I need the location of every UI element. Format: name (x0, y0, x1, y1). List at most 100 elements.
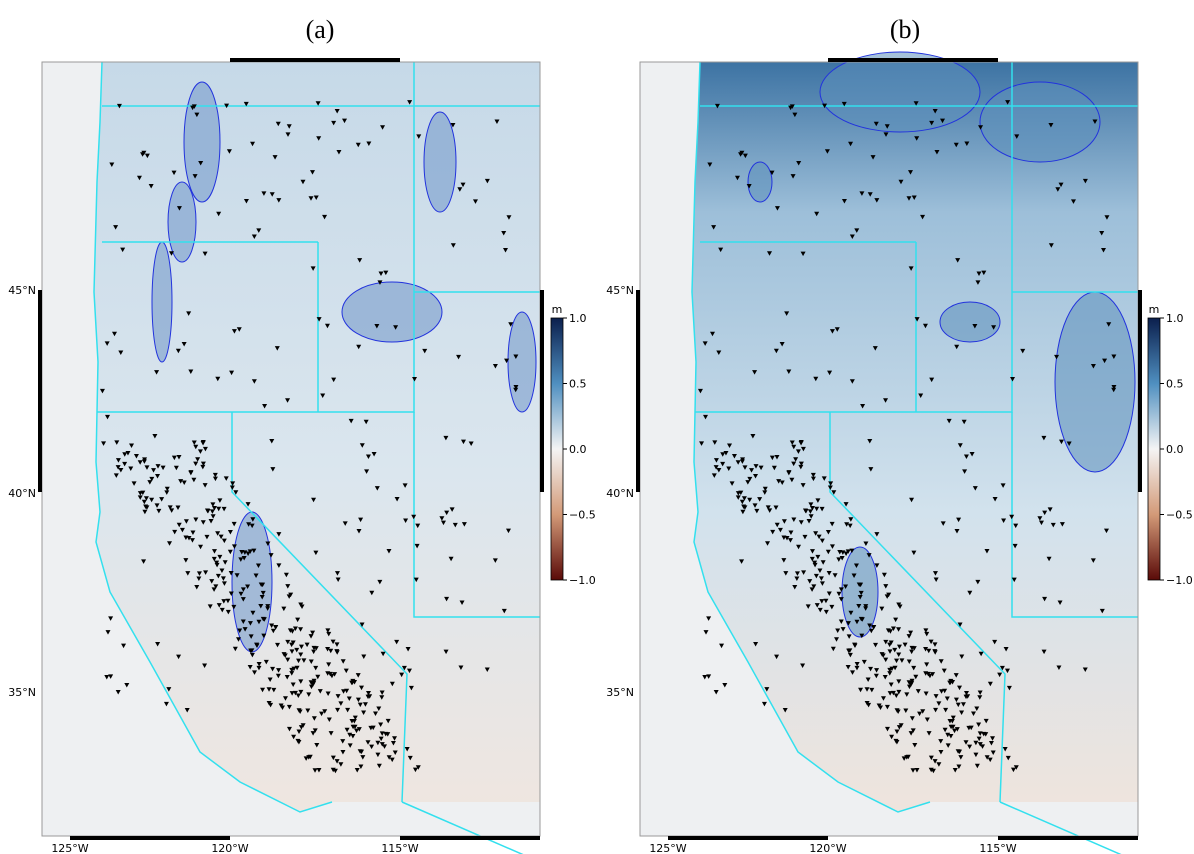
station (281, 606, 287, 612)
station (225, 609, 231, 615)
station (892, 647, 898, 653)
station (392, 736, 398, 741)
station (718, 247, 724, 253)
station (450, 243, 456, 248)
station (258, 603, 264, 609)
station (412, 376, 418, 382)
station (377, 280, 383, 285)
land (692, 62, 1138, 812)
anomaly-region (979, 81, 1101, 163)
station (749, 468, 755, 473)
lat-label: 35°N (8, 686, 36, 699)
station (1054, 354, 1060, 360)
station (312, 768, 318, 773)
station (390, 740, 396, 746)
station (181, 480, 187, 486)
station (218, 534, 224, 540)
station (363, 419, 369, 425)
station (792, 112, 798, 118)
station (171, 170, 177, 176)
station (1014, 134, 1020, 139)
station (1002, 747, 1008, 752)
station (256, 661, 262, 667)
station (104, 341, 110, 346)
colorbar-tick-label: 0.5 (1166, 378, 1184, 391)
station (118, 467, 124, 473)
station (849, 234, 855, 239)
station (316, 136, 322, 141)
anomaly-region (423, 111, 457, 213)
station (984, 755, 990, 760)
anomaly-region (507, 311, 537, 413)
anomaly-region (231, 511, 273, 653)
station (789, 440, 795, 446)
station (953, 673, 959, 678)
station (739, 559, 745, 564)
station (109, 162, 115, 168)
station (877, 705, 883, 711)
station (848, 517, 854, 522)
station (894, 729, 900, 735)
station (798, 464, 804, 470)
station (809, 556, 815, 562)
station (124, 682, 130, 688)
station (874, 563, 880, 568)
station (774, 522, 780, 528)
station (240, 587, 246, 592)
station (336, 150, 342, 155)
station (211, 556, 217, 562)
station (285, 584, 291, 589)
station (814, 603, 820, 608)
station (202, 663, 208, 669)
station (940, 118, 946, 124)
station (269, 438, 275, 444)
station (883, 398, 889, 403)
station (200, 464, 206, 470)
station (325, 691, 331, 696)
station (887, 691, 893, 696)
frame-seg (70, 836, 230, 840)
station (237, 628, 243, 633)
station (362, 702, 368, 707)
station (845, 549, 851, 554)
station (342, 521, 348, 526)
station (820, 560, 826, 565)
station (115, 458, 121, 463)
station (779, 342, 785, 347)
station (943, 707, 949, 713)
station (854, 228, 860, 233)
station (800, 663, 806, 669)
station (706, 616, 712, 621)
station (216, 506, 222, 512)
station (247, 621, 253, 626)
station (164, 486, 170, 492)
station (901, 756, 907, 761)
station (505, 528, 511, 534)
station (285, 132, 291, 137)
station (311, 497, 317, 503)
station (352, 724, 358, 730)
station (950, 724, 956, 730)
station (301, 658, 307, 663)
station (191, 440, 197, 446)
station (211, 506, 217, 511)
station (457, 187, 463, 192)
station (942, 727, 948, 733)
station (176, 206, 182, 211)
station (839, 555, 845, 561)
colorbar-tick-label: −0.5 (1166, 509, 1193, 522)
station (137, 491, 143, 496)
station (792, 585, 798, 590)
station (221, 599, 227, 604)
station (343, 668, 349, 674)
station (249, 523, 255, 529)
station (823, 609, 829, 615)
station (104, 675, 110, 680)
station (227, 549, 233, 555)
station (207, 604, 213, 609)
station (838, 597, 844, 602)
station (296, 658, 302, 664)
coastline (93, 61, 333, 813)
station (928, 755, 934, 761)
station (770, 529, 776, 535)
